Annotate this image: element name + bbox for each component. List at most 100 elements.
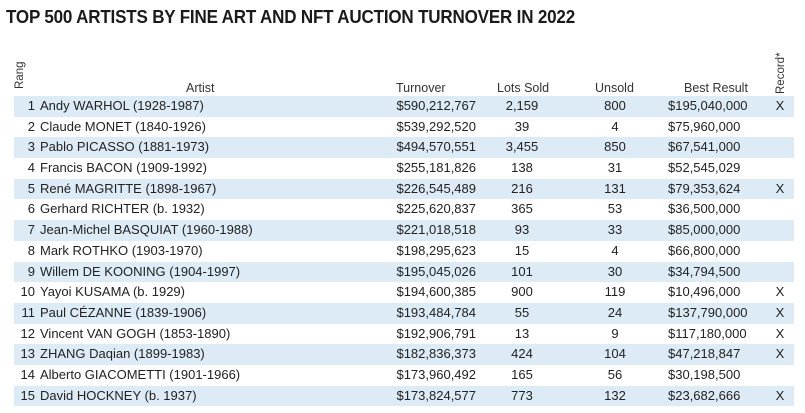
unsold-cell: 9 — [611, 325, 619, 341]
record-cell — [770, 262, 790, 283]
header-artist: Artist — [186, 81, 215, 95]
unsold-cell: 33 — [607, 222, 623, 238]
artist-cell: Jean-Michel BASQUIAT (1960-1988) — [40, 222, 253, 238]
table-row: 14 Alberto GIACOMETTI (1901-1966) $173,9… — [14, 365, 794, 386]
turnover-cell: $226,545,489 — [396, 180, 476, 196]
rank-cell: 1 — [27, 98, 35, 113]
rank-cell: 11 — [21, 304, 36, 320]
unsold-cell: 31 — [607, 160, 623, 176]
artist-cell: Andy WARHOL (1928-1987) — [40, 98, 204, 113]
table-row: 12 Vincent VAN GOGH (1853-1890) $192,906… — [14, 324, 794, 345]
lots-sold-cell: 15 — [514, 242, 530, 258]
unsold-cell: 56 — [607, 366, 623, 382]
record-cell — [770, 117, 790, 138]
unsold-cell: 24 — [607, 304, 623, 320]
record-cell: X — [775, 180, 785, 196]
header-unsold: Unsold — [595, 81, 634, 95]
table-row: 5 René MAGRITTE (1898-1967) $226,545,489… — [14, 178, 794, 200]
lots-sold-cell: 3,455 — [505, 139, 539, 155]
lots-sold-cell: 101 — [511, 263, 533, 279]
best-result-cell: $117,180,000 — [668, 325, 747, 341]
rank-cell: 2 — [27, 118, 35, 134]
rank-cell: 4 — [27, 160, 35, 176]
unsold-cell: 119 — [604, 284, 626, 300]
lots-sold-cell: 216 — [511, 180, 533, 196]
record-cell — [770, 137, 790, 158]
rank-cell: 12 — [20, 325, 35, 341]
best-result-cell: $85,000,000 — [668, 222, 741, 238]
unsold-cell: 850 — [604, 139, 626, 155]
record-cell — [770, 158, 790, 179]
lots-sold-cell: 93 — [514, 222, 530, 238]
record-cell: X — [775, 98, 785, 113]
rank-cell: 9 — [27, 263, 35, 279]
turnover-cell: $192,906,791 — [396, 325, 476, 341]
unsold-cell: 4 — [611, 118, 619, 134]
artist-cell: Willem DE KOONING (1904-1997) — [40, 263, 241, 279]
artist-cell: Yayoi KUSAMA (b. 1929) — [40, 284, 185, 300]
table-row: 2 Claude MONET (1840-1926) $539,292,520 … — [14, 117, 794, 138]
artist-cell: Francis BACON (1909-1992) — [40, 160, 207, 176]
best-result-cell: $30,198,500 — [668, 366, 741, 382]
unsold-cell: 131 — [604, 180, 626, 196]
artist-cell: Mark ROTHKO (1903-1970) — [40, 242, 203, 258]
table-row: 6 Gerhard RICHTER (b. 1932) $225,620,837… — [14, 199, 794, 220]
turnover-cell: $194,600,385 — [396, 284, 476, 300]
unsold-cell: 4 — [611, 242, 619, 258]
table-row: 10 Yayoi KUSAMA (b. 1929) $194,600,385 9… — [14, 282, 794, 303]
lots-sold-cell: 39 — [514, 118, 530, 134]
rank-cell: 7 — [27, 222, 35, 238]
lots-sold-cell: 13 — [514, 325, 530, 341]
rank-cell: 15 — [20, 387, 35, 403]
rank-cell: 8 — [27, 242, 35, 258]
turnover-cell: $494,570,551 — [396, 139, 476, 155]
turnover-cell: $173,960,492 — [396, 366, 476, 382]
lots-sold-cell: 165 — [511, 366, 533, 382]
artist-cell: David HOCKNEY (b. 1937) — [40, 387, 197, 403]
best-result-cell: $34,794,500 — [668, 263, 741, 279]
rank-cell: 13 — [20, 346, 35, 362]
best-result-cell: $52,545,029 — [668, 160, 741, 176]
table-header: Rang Artist Turnover Lots Sold Unsold Be… — [0, 44, 805, 96]
best-result-cell: $66,800,000 — [668, 242, 741, 258]
rank-cell: 10 — [20, 284, 35, 300]
artist-cell: Paul CÉZANNE (1839-1906) — [40, 304, 207, 320]
record-cell — [770, 241, 790, 262]
table-row: 8 Mark ROTHKO (1903-1970) $198,295,623 1… — [14, 241, 794, 262]
table-row: 11 Paul CÉZANNE (1839-1906) $193,484,784… — [14, 302, 794, 324]
table-row: 4 Francis BACON (1909-1992) $255,181,826… — [14, 158, 794, 179]
rank-cell: 6 — [27, 201, 35, 217]
turnover-cell: $195,045,026 — [396, 263, 476, 279]
table-row: 13 ZHANG Daqian (1899-1983) $182,836,373… — [14, 344, 794, 365]
lots-sold-cell: 2,159 — [505, 98, 539, 113]
record-cell — [770, 199, 790, 220]
lots-sold-cell: 138 — [511, 160, 533, 176]
turnover-cell: $193,484,784 — [396, 304, 476, 320]
lots-sold-cell: 773 — [511, 387, 533, 403]
header-best-result: Best Result — [684, 81, 748, 95]
turnover-cell: $221,018,518 — [396, 222, 476, 238]
rank-cell: 14 — [20, 366, 35, 382]
unsold-cell: 800 — [604, 98, 626, 113]
table-row: 1 Andy WARHOL (1928-1987) $590,212,767 2… — [14, 96, 794, 117]
best-result-cell: $10,496,000 — [668, 284, 741, 300]
page-title: TOP 500 ARTISTS BY FINE ART AND NFT AUCT… — [6, 6, 575, 27]
header-record: Record* — [775, 52, 787, 94]
table-row: 3 Pablo PICASSO (1881-1973) $494,570,551… — [14, 137, 794, 159]
best-result-cell: $137,790,000 — [668, 304, 748, 320]
turnover-cell: $539,292,520 — [396, 118, 476, 134]
table-body: 1 Andy WARHOL (1928-1987) $590,212,767 2… — [14, 96, 794, 407]
turnover-cell: $225,620,837 — [396, 201, 476, 217]
rank-cell: 3 — [27, 139, 35, 155]
header-rank: Rang — [14, 61, 26, 90]
lots-sold-cell: 55 — [514, 304, 530, 320]
artist-cell: Vincent VAN GOGH (1853-1890) — [40, 325, 231, 341]
turnover-cell: $198,295,623 — [396, 242, 476, 258]
table-row: 9 Willem DE KOONING (1904-1997) $195,045… — [14, 261, 794, 283]
lots-sold-cell: 424 — [511, 346, 533, 362]
unsold-cell: 104 — [604, 346, 626, 362]
unsold-cell: 30 — [607, 263, 623, 279]
record-cell: X — [775, 346, 785, 362]
best-result-cell: $23,682,666 — [668, 387, 741, 403]
turnover-cell: $173,824,577 — [396, 387, 476, 403]
